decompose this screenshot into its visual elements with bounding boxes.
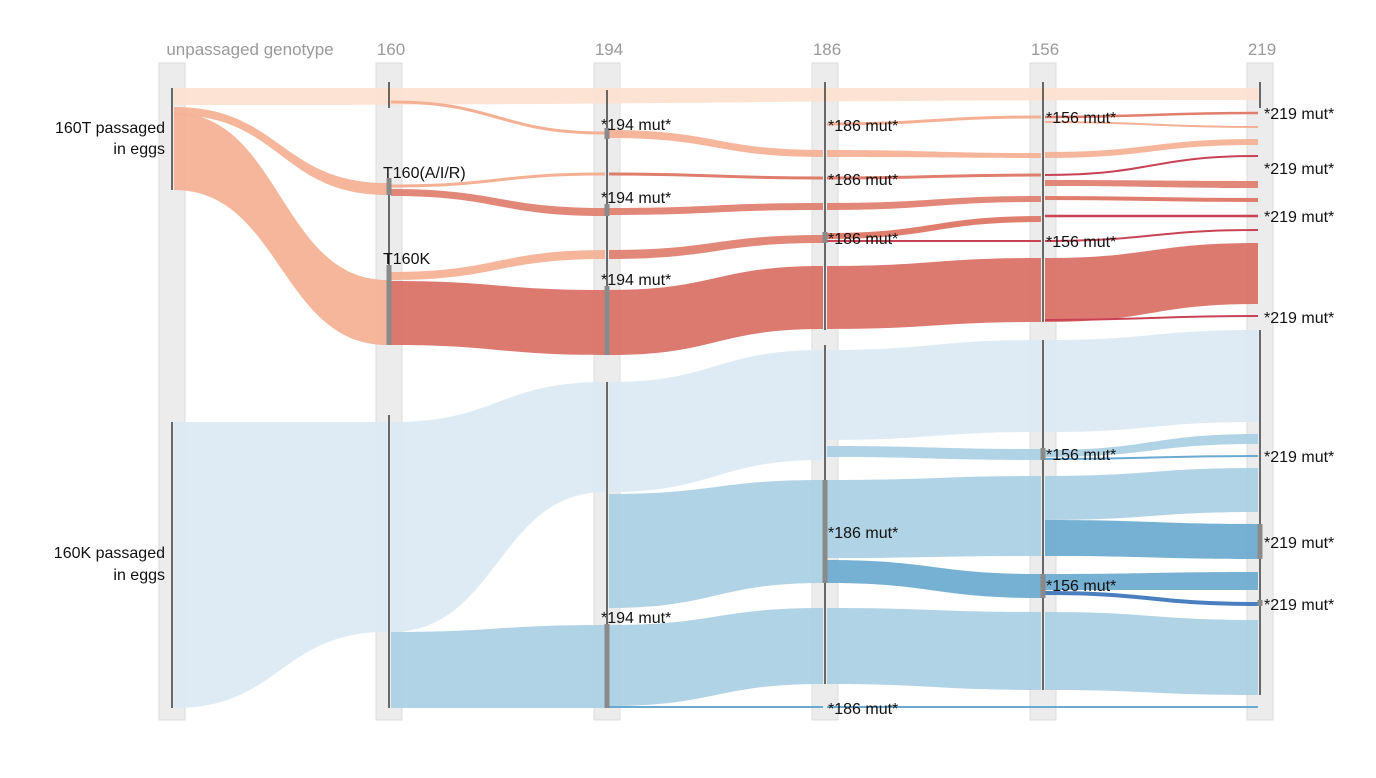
flow-186-156-top [826,115,1042,126]
node-label-mut219-18: *219 mut* [1264,310,1334,327]
flow-156-219-e [1044,229,1259,242]
flow-186-156-mid [827,560,1041,598]
node-label-mut219-21: *219 mut* [1264,597,1334,614]
column-header-4: 156 [1031,40,1059,59]
node-bar-7 [822,480,828,583]
flow-156-219-b [1045,180,1258,188]
row-label-r-160t-line-0: 160T passaged [55,120,165,137]
node-label-mut194-5: *194 mut* [601,610,671,627]
flow-156-219-top3 [1045,139,1258,158]
flow-top-194-186 [609,130,823,157]
node-label-mut186-10: *186 mut* [828,701,898,718]
flow-t160ailr-a [390,172,606,188]
flow-186-156-c [826,216,1042,239]
node-label-mut156-11: *156 mut* [1046,110,1116,127]
node-label-mut194-2: *194 mut* [601,117,671,134]
node-label-mut219-20: *219 mut* [1264,535,1334,552]
flow-156-219-f [1044,315,1259,321]
flow-194-186-pale [609,350,823,492]
flow-top-194 [390,100,606,135]
flow-186-156-pale [827,340,1041,440]
flow-156-219-mid2 [1045,572,1258,590]
row-label-r-160k-line-1: in eggs [113,567,165,584]
node-bar-2 [604,128,610,139]
column-header-0: unpassaged genotype [166,40,333,59]
flow-156-219-pale [1045,330,1258,432]
flow-186-156-lower [827,608,1041,690]
flow-t160k-upper [391,250,605,280]
column-header-1: 160 [377,40,405,59]
node-label-mut186-8: *186 mut* [828,231,898,248]
flow-156-219-light2 [1045,468,1258,520]
flow-194-186-a [608,172,824,180]
flow-160-194-light [391,625,605,708]
node-bar-1 [386,265,392,345]
flow-t160k-main [391,281,605,355]
flow-156-219-top [1044,111,1259,119]
flow-186-156-light2 [827,476,1041,558]
flow-194-186-main [609,266,823,355]
node-bar-4 [604,286,610,355]
node-label-mut194-3: *194 mut* [601,190,671,207]
flow-160t-to-t160k [174,113,387,345]
node-label-t160ailr-0: T160(A/I/R) [383,165,466,182]
node-label-mut156-12: *156 mut* [1046,234,1116,251]
flow-t160ailr-194 [391,189,605,216]
flow-194-186-b [609,203,823,215]
flow-186-156-mid [827,150,1041,158]
node-label-mut156-13: *156 mut* [1046,447,1116,464]
node-bar-8 [1040,448,1046,460]
flow-156-219-c [1044,196,1259,202]
column-header-5: 219 [1248,40,1276,59]
node-label-mut186-9: *186 mut* [828,525,898,542]
flow-156-219-lower [1045,612,1258,695]
flow-194-186-t160k [609,235,823,259]
flow-156-219-top2 [1044,121,1259,128]
node-label-mut219-19: *219 mut* [1264,449,1334,466]
flow-156-219-a [1044,155,1259,176]
flow-156-219-mid [1045,520,1258,559]
node-label-t160k-1: T160K [383,251,430,268]
flows [174,88,1259,709]
node-bar-6 [822,232,828,243]
flow-186-156-light [827,446,1041,460]
flow-186-156-b [827,196,1041,210]
node-label-mut219-17: *219 mut* [1264,209,1334,226]
node-label-mut156-14: *156 mut* [1046,578,1116,595]
node-bar-11 [1257,600,1263,606]
flow-186-156-main [827,258,1041,329]
node-bar-0 [386,178,392,195]
flow-160t-unchanged [174,88,1258,105]
flow-160-194-pale [391,382,605,632]
node-bar-10 [1257,524,1263,559]
flow-156-219-main [1045,243,1258,322]
node-bar-5 [604,624,610,708]
row-label-r-160k-line-0: 160K passaged [54,545,165,562]
node-bar-9 [1040,574,1046,598]
node-label-mut194-4: *194 mut* [601,272,671,289]
flow-156-219-dark [1044,591,1259,606]
column-header-3: 186 [813,40,841,59]
flow-156-219-light [1045,434,1258,457]
flow-194-186-light [609,480,823,608]
flow-186-156-a [826,173,1042,180]
flow-160t-to-t160ailr [174,107,387,195]
flow-194-186-lower [609,608,823,706]
node-label-mut186-6: *186 mut* [828,118,898,135]
column-axes [171,82,1263,708]
flow-160k-pale [174,422,387,708]
row-label-r-160t-line-1: in eggs [113,141,165,158]
column-header-2: 194 [595,40,623,59]
node-label-mut186-7: *186 mut* [828,172,898,189]
labels: unpassaged genotype 160 194 186 156 219 160T p… [54,40,1334,718]
node-label-mut219-15: *219 mut* [1264,106,1334,123]
flow-156-219-thin [1044,455,1259,460]
node-bar-3 [604,204,610,216]
node-label-mut219-16: *219 mut* [1264,161,1334,178]
